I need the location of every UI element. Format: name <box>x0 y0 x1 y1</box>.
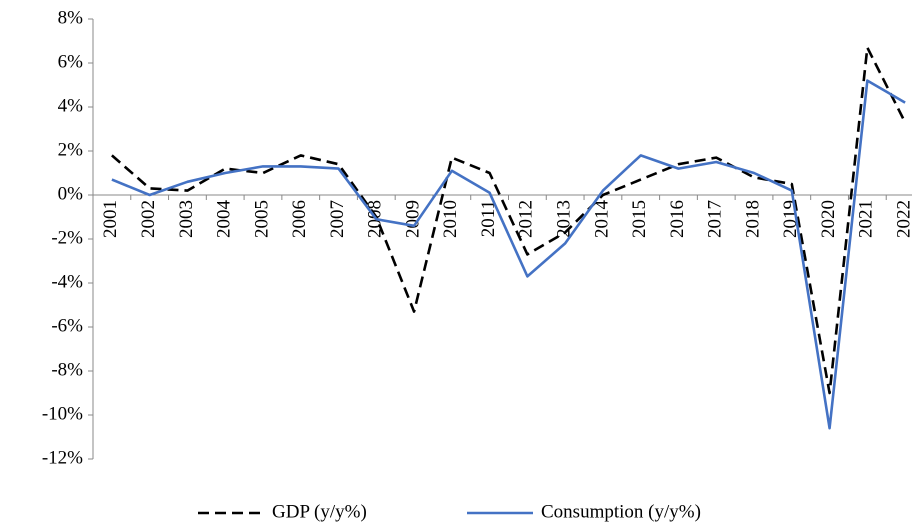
x-tick-label: 2007 <box>327 200 348 238</box>
x-tick-label: 2005 <box>251 200 272 238</box>
y-tick-label: -2% <box>51 227 83 248</box>
y-tick-label: 8% <box>58 7 84 28</box>
x-tick-label: 2017 <box>705 200 726 238</box>
x-tick-label: 2021 <box>856 200 877 238</box>
x-tick-label: 2020 <box>818 200 839 238</box>
x-tick-label: 2010 <box>440 200 461 238</box>
y-tick-label: -12% <box>42 447 83 468</box>
x-tick-label: 2012 <box>516 200 537 238</box>
y-tick-label: -10% <box>42 403 83 424</box>
y-tick-label: -8% <box>51 359 83 380</box>
y-tick-label: -4% <box>51 271 83 292</box>
y-tick-label: 2% <box>58 139 84 160</box>
legend-label: Consumption (y/y%) <box>541 501 701 522</box>
x-tick-label: 2006 <box>289 200 310 238</box>
x-tick-label: 2015 <box>629 200 650 238</box>
series-line <box>111 79 906 430</box>
x-tick-label: 2004 <box>214 200 235 239</box>
legend-label: GDP (y/y%) <box>272 501 367 522</box>
x-tick-label: 2016 <box>667 200 688 238</box>
x-tick-label: 2003 <box>176 200 197 238</box>
x-tick-label: 2014 <box>591 200 612 239</box>
x-tick-label: 2002 <box>138 200 159 238</box>
y-tick-label: -6% <box>51 315 83 336</box>
y-tick-label: 4% <box>58 95 84 116</box>
x-tick-label: 2011 <box>478 200 499 237</box>
x-tick-label: 2022 <box>893 200 914 238</box>
x-tick-label: 2001 <box>100 200 121 238</box>
x-tick-label: 2009 <box>402 200 423 238</box>
y-tick-label: 0% <box>58 183 84 204</box>
x-tick-label: 2018 <box>742 200 763 238</box>
y-tick-label: 6% <box>58 51 84 72</box>
